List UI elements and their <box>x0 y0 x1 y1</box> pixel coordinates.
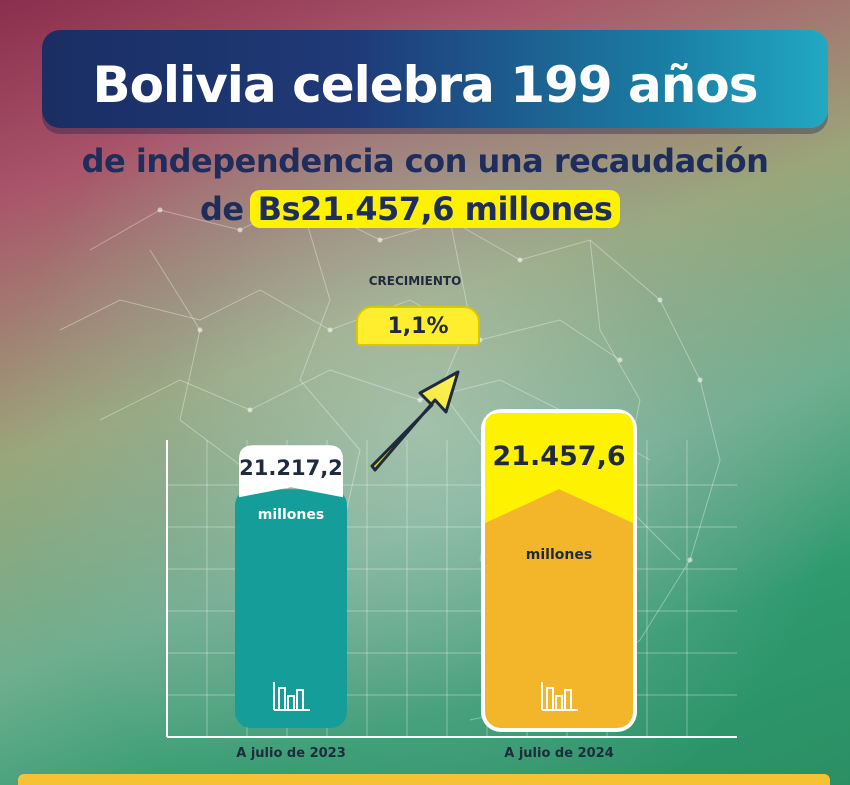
growth-label: CRECIMIENTO <box>368 274 462 288</box>
subtitle-prefix: de <box>200 190 244 228</box>
value-label-cap <box>485 413 633 524</box>
bars-group: 21.217,2 millones A julio de 2023 21.457,6 m… <box>235 409 637 761</box>
bar-body <box>235 489 347 728</box>
up-right-arrow-icon <box>370 370 460 472</box>
title-banner <box>42 30 828 128</box>
bottom-accent-bar <box>18 774 830 785</box>
bar-chart-icon <box>273 682 310 711</box>
bar-2: 21.457,6 millones <box>481 409 637 732</box>
subtitle-line-1: de independencia con una recaudación <box>81 142 769 180</box>
value-label: 21.457,6 <box>492 441 625 472</box>
bar-chart-icon <box>541 682 578 711</box>
icon-bar <box>278 687 286 711</box>
icon-bar <box>564 689 572 711</box>
category-label: A julio de 2023 <box>236 746 346 761</box>
highlight-amount: Bs21.457,6 millones <box>249 190 621 228</box>
bar-1: 21.217,2 millones <box>235 445 347 728</box>
icon-bar <box>296 689 304 711</box>
icon-bar <box>287 695 295 711</box>
category-label: A julio de 2024 <box>504 746 614 761</box>
value-label: 21.217,2 <box>239 456 343 480</box>
icon-bar <box>546 687 554 711</box>
unit-label: millones <box>258 507 324 523</box>
chart-axes <box>166 440 737 738</box>
subtitle-line-2: de Bs21.457,6 millones <box>200 190 621 228</box>
page-title: Bolivia celebra 199 años <box>92 56 758 114</box>
icon-bar <box>555 695 563 711</box>
value-label-cap <box>239 445 343 498</box>
unit-label: millones <box>526 547 592 563</box>
growth-badge: 1,1% <box>356 306 480 346</box>
